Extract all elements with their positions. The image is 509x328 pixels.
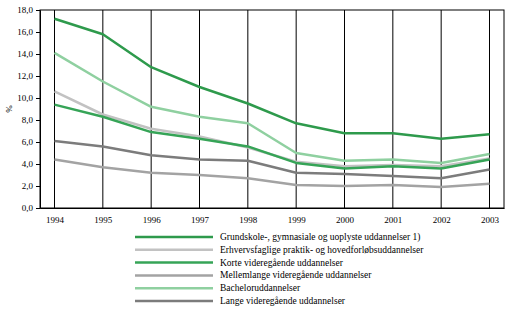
y-tick: 6,0 xyxy=(22,137,40,147)
x-tick-label: 1994 xyxy=(46,215,65,225)
legend-swatch xyxy=(135,274,213,277)
y-tick-label: 16,0 xyxy=(17,27,33,37)
series-line xyxy=(55,105,490,169)
x-tick: 2000 xyxy=(336,208,355,225)
y-tick: 2,0 xyxy=(22,181,40,191)
y-tick-label: 0,0 xyxy=(22,203,34,213)
legend-label: Lange videregående uddannelser xyxy=(220,296,346,306)
legend-label: Bacheloruddannelser xyxy=(220,283,301,293)
y-tick-label: 4,0 xyxy=(22,159,34,169)
y-tick-mark xyxy=(36,54,40,55)
x-tick: 1996 xyxy=(143,208,162,225)
x-tick-label: 1996 xyxy=(143,215,162,225)
y-tick-label: 12,0 xyxy=(17,71,33,81)
x-axis: 1994 1995 1996 1997 1998 1999 2000 2001 2002 2003 xyxy=(41,208,505,225)
legend-label: Korte videregående uddannelser xyxy=(220,258,344,268)
x-tick-label: 1998 xyxy=(239,215,257,225)
legend-label: Erhvervsfaglige praktik- og hovedforløbs… xyxy=(220,245,424,255)
grid-line xyxy=(296,10,297,208)
y-tick-mark xyxy=(36,10,40,11)
x-tick-label: 2000 xyxy=(336,215,355,225)
x-tick: 1994 xyxy=(46,208,65,225)
y-tick-mark xyxy=(36,76,40,77)
x-tick: 1997 xyxy=(191,208,210,225)
y-tick-label: 6,0 xyxy=(22,137,34,147)
series-line xyxy=(55,141,490,178)
y-tick-mark xyxy=(36,142,40,143)
x-axis-line xyxy=(41,208,505,209)
y-axis-title: % xyxy=(4,105,14,113)
y-tick: 18,0 xyxy=(17,5,40,15)
x-tick-label: 1997 xyxy=(191,215,210,225)
legend-label: Grundskole-, gymnasiale og uoplyste udda… xyxy=(220,232,421,243)
grid-line xyxy=(392,10,393,208)
y-tick-label: 2,0 xyxy=(22,181,34,191)
series-line xyxy=(55,160,490,188)
y-tick: 16,0 xyxy=(17,27,40,37)
y-tick: 10,0 xyxy=(17,93,40,103)
y-tick-mark xyxy=(36,164,40,165)
x-tick: 1995 xyxy=(94,208,113,225)
plot-frame xyxy=(40,10,504,208)
y-tick-mark xyxy=(36,32,40,33)
x-tick: 2003 xyxy=(481,208,500,225)
legend-swatch xyxy=(135,261,213,264)
legend-swatch xyxy=(135,236,213,239)
series-lines xyxy=(55,19,490,187)
series-line xyxy=(55,53,490,163)
chart: 0,02,04,06,08,010,012,014,016,018,019941… xyxy=(0,0,509,328)
grid-line xyxy=(54,10,55,208)
legend-swatch xyxy=(135,287,213,290)
grid xyxy=(55,10,490,208)
grid-line xyxy=(102,10,103,208)
x-tick: 2002 xyxy=(433,208,451,225)
x-tick-label: 1999 xyxy=(288,215,307,225)
y-tick: 4,0 xyxy=(22,159,40,169)
y-tick-label: 14,0 xyxy=(17,49,33,59)
y-tick-label: 8,0 xyxy=(22,115,34,125)
y-tick: 0,0 xyxy=(22,203,40,213)
grid-line xyxy=(344,10,345,208)
y-tick-mark xyxy=(36,120,40,121)
y-tick-mark xyxy=(36,186,40,187)
y-tick: 12,0 xyxy=(17,71,40,81)
legend: Grundskole-, gymnasiale og uoplyste udda… xyxy=(135,232,424,306)
x-tick: 2001 xyxy=(384,208,402,225)
x-tick-label: 2001 xyxy=(384,215,402,225)
y-tick-label: 18,0 xyxy=(17,5,33,15)
legend-label: Mellemlange videregående uddannelser xyxy=(220,270,372,280)
y-axis: 0,0 2,0 4,0 6,0 8,0 10,0 12,0 14,0 16,0 18,0 xyxy=(17,5,40,213)
grid-line xyxy=(489,10,490,208)
y-axis-line xyxy=(36,11,41,209)
x-tick-label: 1995 xyxy=(94,215,113,225)
grid-line xyxy=(151,10,152,208)
legend-swatch xyxy=(135,249,213,252)
y-tick: 14,0 xyxy=(17,49,40,59)
y-tick-mark xyxy=(36,208,40,209)
plot: 0,02,04,06,08,010,012,014,016,018,019941… xyxy=(17,5,504,224)
grid-line xyxy=(199,10,200,208)
y-tick-label: 10,0 xyxy=(17,93,33,103)
x-tick: 1999 xyxy=(288,208,307,225)
y-tick-mark xyxy=(36,98,40,99)
x-tick-label: 2002 xyxy=(433,215,451,225)
x-tick-label: 2003 xyxy=(481,215,500,225)
legend-swatch xyxy=(135,300,213,303)
x-tick: 1998 xyxy=(239,208,257,225)
y-tick: 8,0 xyxy=(22,115,40,125)
